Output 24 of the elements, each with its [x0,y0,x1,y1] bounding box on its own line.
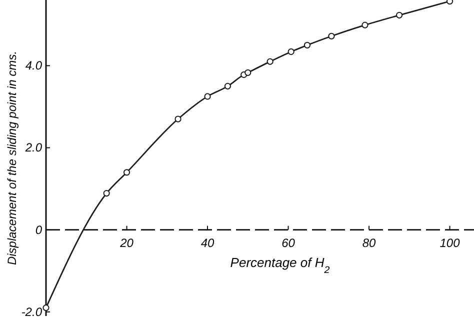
x-tick-label: 60 [282,236,296,250]
point [204,93,211,100]
x-tick-label: 20 [119,236,134,250]
point [42,304,50,312]
point [244,69,252,76]
point [174,116,182,122]
y-tick-label: -2.0 [21,304,42,319]
point [362,22,368,28]
y-axis-title: Displacement of the sliding point in cms. [5,50,19,266]
point [288,48,294,56]
point [304,42,311,48]
point [123,169,130,176]
point [266,58,274,65]
point [328,32,335,40]
x-axis-title: Percentage of H$_{2}$ [230,254,330,276]
x-tick-label: 40 [200,236,215,250]
point [224,82,231,90]
y-tick-label: 4.0 [25,58,42,73]
x-tick-label: 80 [362,236,376,250]
point [396,12,403,18]
y-tick-label: 0 [35,222,42,237]
y-tick-label: 2.0 [24,140,42,155]
x-tick-label: 100 [440,236,460,250]
point [103,190,110,197]
